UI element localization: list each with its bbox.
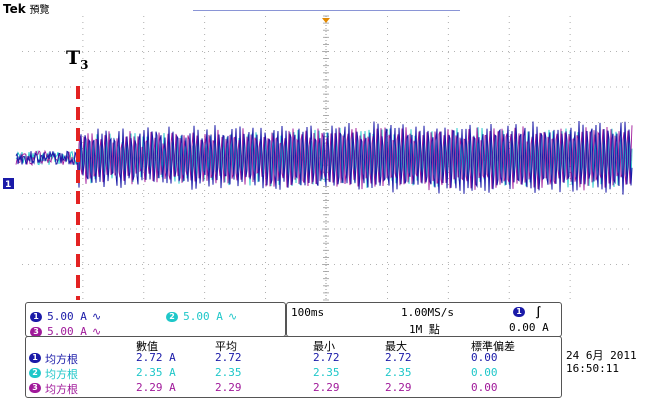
row3-mean: 2.29: [215, 381, 242, 394]
row3-std: 0.00: [471, 381, 498, 394]
trigger-slope-icon: ∫: [535, 306, 542, 319]
row3-value: 2.29 A: [136, 381, 176, 394]
row2-label: 均方根: [45, 366, 78, 382]
date-text: 24 6月 2011: [566, 349, 637, 362]
row2-max: 2.35: [385, 366, 412, 379]
datetime-readout: 24 6月 2011 16:50:11: [566, 349, 637, 375]
row2-mean: 2.35: [215, 366, 242, 379]
time-text: 16:50:11: [566, 362, 637, 375]
ch2-badge: 2: [166, 312, 178, 322]
trigger-position-icon: [322, 18, 330, 23]
ch1-badge: 1: [30, 312, 42, 322]
t3-label: T3: [66, 47, 89, 72]
waveform-traces: [16, 121, 632, 195]
row1-min: 2.72: [313, 351, 340, 364]
row3-max: 2.29: [385, 381, 412, 394]
row1-value: 2.72 A: [136, 351, 176, 364]
row2-min: 2.35: [313, 366, 340, 379]
row3-min: 2.29: [313, 381, 340, 394]
time-per-div: 100ms: [291, 306, 324, 319]
row1-label: 均方根: [45, 351, 78, 367]
trigger-source-badge: 1: [513, 307, 525, 317]
trigger-level: 0.00 A: [509, 321, 549, 334]
row1-badge: 1: [29, 353, 41, 363]
ch3-badge: 3: [30, 327, 42, 337]
row1-std: 0.00: [471, 351, 498, 364]
ch2-scale-value: 5.00 A: [183, 310, 223, 323]
ch2-coupling-icon: ∿: [228, 310, 237, 323]
row2-std: 0.00: [471, 366, 498, 379]
row1-mean: 2.72: [215, 351, 242, 364]
svg-text:1: 1: [5, 180, 11, 190]
row1-max: 2.72: [385, 351, 412, 364]
measurement-panel[interactable]: 數值 平均 最小 最大 標準偏差 1 均方根 2.72 A 2.72 2.72 …: [25, 336, 562, 398]
ch2-scale[interactable]: 2 5.00 A ∿: [166, 306, 237, 325]
row3-badge: 3: [29, 383, 41, 393]
row2-badge: 2: [29, 368, 41, 378]
timebase-panel[interactable]: 100ms 1.00MS/s 1M 點 1 ∫ 0.00 A: [286, 302, 562, 337]
record-length: 1M 點: [409, 321, 440, 337]
row3-label: 均方根: [45, 381, 78, 397]
ground-marker-icon: 1: [3, 178, 14, 190]
row2-value: 2.35 A: [136, 366, 176, 379]
channel-scale-panel[interactable]: 1 5.00 A ∿ 2 5.00 A ∿ 3 5.00 A ∿: [25, 302, 286, 337]
sample-rate: 1.00MS/s: [401, 306, 454, 319]
